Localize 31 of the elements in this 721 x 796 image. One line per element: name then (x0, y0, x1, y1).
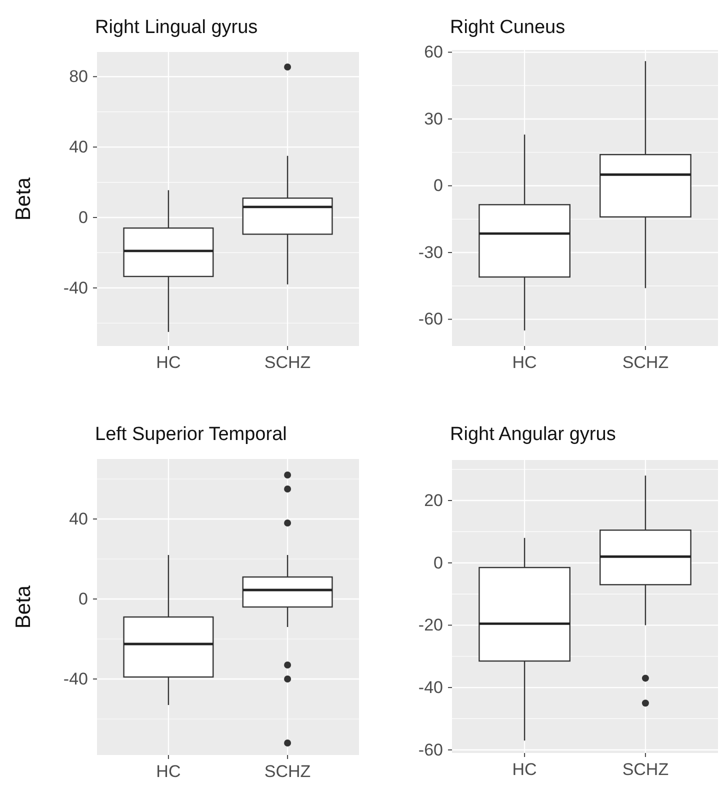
y-axis-title: Beta (12, 585, 35, 629)
x-tick-label: SCHZ (622, 760, 669, 780)
y-tick-label: -40 (418, 678, 443, 697)
y-tick-label: 20 (424, 490, 443, 510)
y-tick-label: -20 (418, 616, 443, 635)
x-tick-label: HC (512, 760, 537, 780)
chart-title: Right Cuneus (450, 17, 566, 38)
x-tick-label: SCHZ (622, 353, 669, 372)
chart-title: Right Lingual gyrus (95, 17, 258, 38)
y-axis-title: Beta (12, 177, 35, 221)
y-tick-label: -60 (418, 310, 443, 329)
y-tick-label: 80 (69, 67, 88, 86)
y-tick-label: -30 (418, 242, 443, 262)
y-tick-label: 0 (434, 176, 443, 196)
chart-title: Left Superior Temporal (95, 424, 287, 445)
y-tick-label: -40 (63, 669, 88, 688)
x-tick-label: SCHZ (264, 353, 311, 372)
y-tick-label: 60 (424, 42, 443, 62)
x-tick-label: SCHZ (264, 762, 311, 782)
x-tick-label: HC (512, 353, 537, 372)
y-tick-label: 0 (78, 208, 88, 227)
y-tick-label: -60 (418, 740, 443, 760)
chart-title: Right Angular gyrus (450, 424, 616, 445)
x-tick-label: HC (156, 762, 181, 782)
y-tick-label: 0 (78, 589, 88, 608)
y-tick-label: -40 (63, 278, 88, 298)
y-tick-label: 30 (424, 109, 443, 128)
y-tick-label: 0 (434, 553, 443, 572)
y-tick-label: 40 (69, 509, 88, 528)
y-tick-label: 40 (69, 138, 88, 157)
x-tick-label: HC (156, 353, 181, 372)
